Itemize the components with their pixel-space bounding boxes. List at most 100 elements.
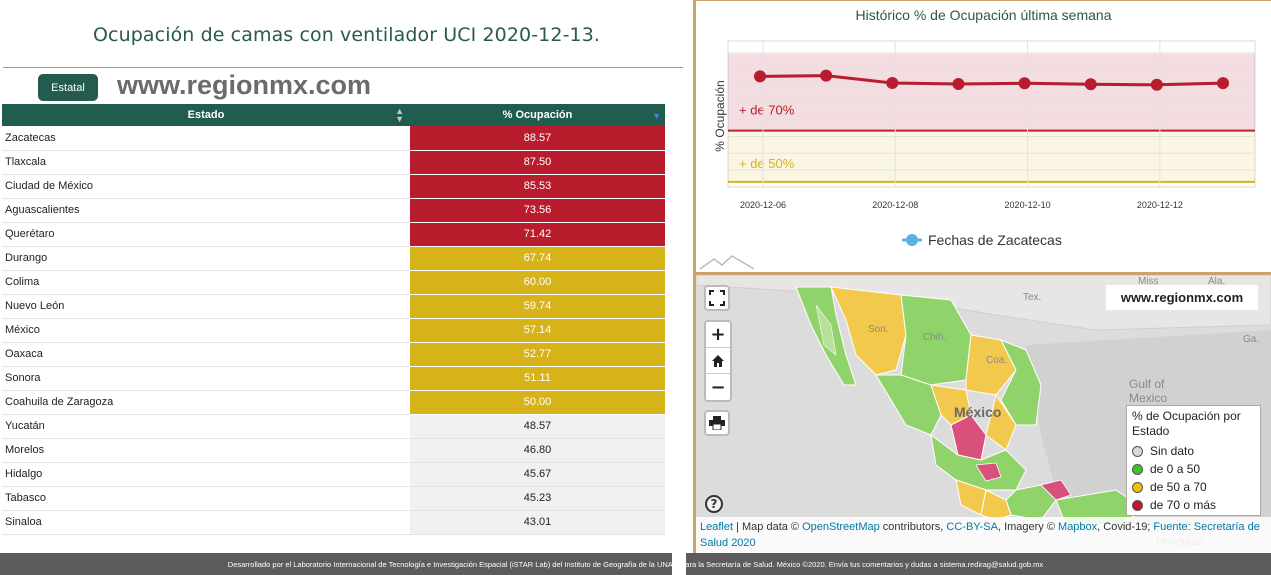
estado-cell: Tlaxcala bbox=[2, 150, 410, 175]
ocupacion-cell: 45.67 bbox=[410, 462, 665, 487]
data-point bbox=[754, 70, 766, 83]
help-icon[interactable]: ? bbox=[705, 495, 723, 513]
print-button[interactable] bbox=[704, 410, 730, 436]
legend-swatch-icon bbox=[1132, 499, 1143, 511]
home-button[interactable] bbox=[706, 348, 730, 374]
chart-logo-icon bbox=[699, 255, 755, 270]
zoom-in-button[interactable]: + bbox=[706, 322, 730, 348]
ocupacion-cell: 52.77 bbox=[410, 342, 665, 367]
fullscreen-button[interactable] bbox=[704, 285, 730, 311]
map-label-ala: Ala. bbox=[1208, 276, 1225, 287]
column-header-estado-label: Estado bbox=[187, 109, 225, 121]
table-row[interactable]: Tabasco 45.23 bbox=[2, 486, 665, 511]
map-label-miss: Miss bbox=[1138, 276, 1159, 287]
table-row[interactable]: Tlaxcala 87.50 bbox=[2, 150, 665, 175]
ocupacion-cell: 71.42 bbox=[410, 222, 665, 247]
attribution-text-2: contributors, bbox=[879, 521, 947, 533]
legend-label: de 0 a 50 bbox=[1150, 462, 1201, 476]
column-header-ocupacion[interactable]: % Ocupación ▼ bbox=[410, 104, 665, 126]
legend-item: de 50 a 70 bbox=[1132, 478, 1255, 496]
map-panel[interactable]: Son. Chih. Coa. Tex. Miss Ala. Ga. Gulf … bbox=[696, 275, 1271, 553]
ocupacion-cell: 67.74 bbox=[410, 246, 665, 271]
legend-items: Sin dato de 0 a 50 de 50 a 70 de 70 o más bbox=[1132, 442, 1255, 514]
ocupacion-cell: 48.57 bbox=[410, 414, 665, 439]
ocupacion-cell: 57.14 bbox=[410, 318, 665, 343]
license-link[interactable]: CC-BY-SA bbox=[946, 521, 998, 533]
watermark-text: www.regionmx.com bbox=[117, 70, 372, 100]
table-row[interactable]: Ciudad de México 85.53 bbox=[2, 174, 665, 199]
tab-estatal[interactable]: Estatal bbox=[38, 74, 98, 101]
ocupacion-cell: 43.01 bbox=[410, 510, 665, 535]
source-link[interactable]: Fuente: Secretaría de Salud 2020 bbox=[700, 521, 1260, 549]
estado-cell: Aguascalientes bbox=[2, 198, 410, 223]
x-tick-label: 2020-12-06 bbox=[740, 200, 786, 210]
panel-divider-horizontal bbox=[696, 272, 1271, 275]
map-label-son: Son. bbox=[868, 324, 889, 335]
estado-cell: Colima bbox=[2, 270, 410, 295]
attribution-text-4: , Covid-19; bbox=[1097, 521, 1154, 533]
ocupacion-cell: 88.57 bbox=[410, 126, 665, 151]
table-row[interactable]: Durango 67.74 bbox=[2, 246, 665, 271]
attribution-text-1: | Map data © bbox=[733, 521, 803, 533]
sort-desc-icon[interactable]: ▼ bbox=[652, 111, 661, 121]
ocupacion-cell: 60.00 bbox=[410, 270, 665, 295]
table-row[interactable]: Aguascalientes 73.56 bbox=[2, 198, 665, 223]
map-watermark: www.regionmx.com bbox=[1106, 285, 1258, 310]
estado-cell: Oaxaca bbox=[2, 342, 410, 367]
chart-title: Histórico % de Ocupación última semana bbox=[855, 7, 1112, 23]
plot-area bbox=[727, 40, 1256, 188]
map-label-gulf-1: Gulf of bbox=[1129, 377, 1165, 391]
table-row[interactable]: Sonora 51.11 bbox=[2, 366, 665, 391]
map-label-mexico: México bbox=[954, 404, 1001, 420]
estado-cell: Nuevo León bbox=[2, 294, 410, 319]
estado-cell: Ciudad de México bbox=[2, 174, 410, 199]
ocupacion-cell: 46.80 bbox=[410, 438, 665, 463]
table-row[interactable]: Sinaloa 43.01 bbox=[2, 510, 665, 535]
zoom-out-button[interactable]: − bbox=[710, 376, 726, 398]
legend-item: de 70 o más bbox=[1132, 496, 1255, 514]
map-label-chih: Chih. bbox=[923, 332, 946, 343]
band-0 bbox=[728, 53, 1255, 131]
x-tick-label: 2020-12-08 bbox=[872, 200, 918, 210]
table-row[interactable]: Yucatán 48.57 bbox=[2, 414, 665, 439]
mapbox-link[interactable]: Mapbox bbox=[1058, 521, 1098, 533]
legend-marker-icon bbox=[906, 234, 918, 246]
estado-cell: Sonora bbox=[2, 366, 410, 391]
column-header-ocupacion-label: % Ocupación bbox=[502, 109, 573, 121]
estado-cell: Yucatán bbox=[2, 414, 410, 439]
osm-link[interactable]: OpenStreetMap bbox=[802, 521, 880, 533]
map-label-tex: Tex. bbox=[1023, 292, 1041, 303]
table-row[interactable]: Zacatecas 88.57 bbox=[2, 126, 665, 151]
table-header-row: Estado ▲ ▼ % Ocupación ▼ bbox=[2, 104, 665, 126]
table-panel: Ocupación de camas con ventilador UCI 20… bbox=[2, 24, 683, 535]
data-point bbox=[886, 77, 899, 90]
table-body: Zacatecas 88.57 Tlaxcala 87.50 Ciudad de Méx… bbox=[2, 126, 665, 535]
data-point bbox=[952, 78, 965, 91]
sort-both-icon[interactable]: ▲ ▼ bbox=[395, 106, 404, 124]
leaflet-link[interactable]: Leaflet bbox=[700, 521, 734, 533]
estado-cell: Tabasco bbox=[2, 486, 410, 511]
table-row[interactable]: México 57.14 bbox=[2, 318, 665, 343]
legend-series-name: Fechas de Zacatecas bbox=[928, 232, 1062, 248]
table-row[interactable]: Hidalgo 45.67 bbox=[2, 462, 665, 487]
legend-label: Sin dato bbox=[1150, 444, 1195, 458]
legend-item: Sin dato bbox=[1132, 442, 1255, 460]
table-row[interactable]: Morelos 46.80 bbox=[2, 438, 665, 463]
estado-cell: Durango bbox=[2, 246, 410, 271]
legend-label: de 70 o más bbox=[1150, 498, 1217, 512]
table-row[interactable]: Colima 60.00 bbox=[2, 270, 665, 295]
occupancy-table: Estado ▲ ▼ % Ocupación ▼ Zacatecas 88.57 Tl… bbox=[2, 104, 665, 535]
footer-text: Desarrollado por el Laboratorio Internac… bbox=[227, 559, 1044, 569]
y-axis-label: % Ocupación bbox=[713, 80, 727, 151]
history-chart: + de 70% + de 50% % Ocupación 2020-12-06 202… bbox=[699, 40, 1256, 270]
x-tick-label: 2020-12-12 bbox=[1137, 200, 1183, 210]
table-row[interactable]: Querétaro 71.42 bbox=[2, 222, 665, 247]
attribution-text-3: , Imagery © bbox=[997, 521, 1059, 533]
column-header-estado[interactable]: Estado ▲ ▼ bbox=[2, 104, 410, 126]
print-icon bbox=[709, 416, 725, 430]
ocupacion-cell: 51.11 bbox=[410, 366, 665, 391]
ocupacion-cell: 73.56 bbox=[410, 198, 665, 223]
table-row[interactable]: Nuevo León 59.74 bbox=[2, 294, 665, 319]
table-row[interactable]: Coahuila de Zaragoza 50.00 bbox=[2, 390, 665, 415]
table-row[interactable]: Oaxaca 52.77 bbox=[2, 342, 665, 367]
